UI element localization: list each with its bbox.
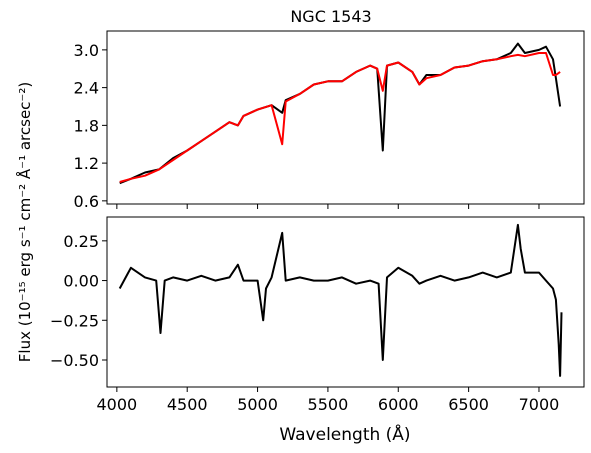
top-ytick-label: 0.6 (74, 192, 99, 211)
xtick-label: 7000 (519, 395, 560, 414)
bottom-series-line-0 (118, 223, 563, 377)
y-axis-label: Flux (10⁻¹⁵ erg s⁻¹ cm⁻² Å⁻¹ arcsec⁻²) (15, 82, 34, 362)
xtick-label: 6500 (448, 395, 489, 414)
bottom-panel: 0.25 0.00 −0.25 −0.50 4000 4500 5000 5500 6000 6… (50, 216, 585, 445)
top-y-ticks: 0.6 1.2 1.8 2.4 3.0 (74, 41, 107, 211)
bottom-ytick-label: 0.00 (63, 272, 99, 291)
bottom-ytick-label: −0.50 (50, 351, 99, 370)
top-ytick-label: 1.2 (74, 154, 99, 173)
xtick-label: 4500 (167, 395, 208, 414)
top-x-ticks (116, 204, 540, 209)
top-ytick-label: 2.4 (74, 79, 99, 98)
bottom-ytick-label: 0.25 (63, 232, 99, 251)
xtick-label: 6000 (378, 395, 419, 414)
xtick-label: 5000 (237, 395, 278, 414)
top-ytick-label: 3.0 (74, 41, 99, 60)
bottom-axes-frame (106, 216, 585, 388)
top-panel: NGC 1543 0.6 1.2 1.8 2.4 3.0 (74, 7, 585, 211)
xtick-label: 5500 (308, 395, 349, 414)
bottom-x-ticks: 4000 4500 5000 5500 6000 6500 7000 (96, 387, 559, 414)
bottom-ytick-label: −0.25 (50, 311, 99, 330)
bottom-series (118, 223, 563, 377)
xtick-label: 4000 (96, 395, 137, 414)
top-series-line-1 (119, 52, 561, 183)
chart-title: NGC 1543 (290, 7, 371, 26)
top-ytick-label: 1.8 (74, 116, 99, 135)
top-series-line-0 (119, 42, 562, 185)
top-axes-frame (106, 30, 585, 205)
top-series (119, 42, 562, 185)
bottom-y-ticks: 0.25 0.00 −0.25 −0.50 (50, 232, 107, 370)
x-axis-label: Wavelength (Å) (279, 423, 410, 445)
